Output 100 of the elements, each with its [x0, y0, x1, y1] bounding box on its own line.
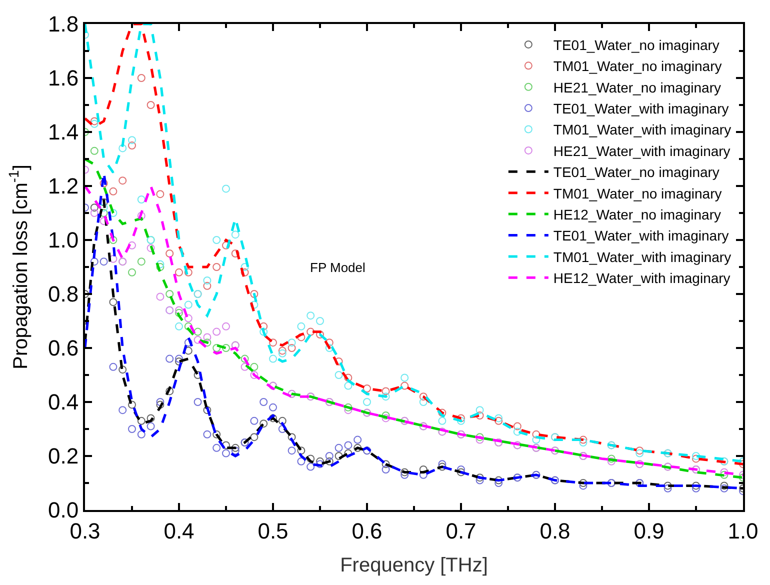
point: [222, 184, 230, 193]
point: [494, 416, 503, 425]
point: [109, 187, 118, 196]
point: [316, 317, 324, 325]
point: [203, 338, 212, 347]
point: [203, 276, 212, 284]
point: [316, 457, 324, 466]
point: [334, 444, 343, 452]
y-tick-label: 1.8: [48, 12, 79, 37]
point: [382, 412, 390, 420]
point: [250, 433, 258, 442]
point: [278, 349, 286, 358]
point: [692, 482, 700, 490]
point: [344, 403, 352, 412]
y-tick-label: 1.4: [48, 120, 79, 145]
point: [476, 433, 484, 442]
point: [175, 354, 183, 363]
point: [316, 330, 324, 338]
point: [419, 392, 428, 401]
point: [156, 398, 164, 406]
point: [334, 452, 343, 460]
x-tick-label: 0.7: [446, 518, 476, 544]
point: [664, 482, 672, 490]
point: [297, 322, 306, 330]
point: [297, 333, 306, 342]
point: [438, 408, 446, 417]
point: [100, 179, 108, 188]
point: [118, 406, 127, 414]
point: [90, 120, 98, 128]
point: [156, 263, 164, 271]
legend-label: TE01_Water_no imaginary: [553, 164, 720, 180]
point: [128, 425, 136, 433]
point: [607, 454, 616, 463]
point: [175, 358, 183, 366]
point: [513, 422, 522, 430]
point: [250, 290, 258, 298]
point: [222, 322, 230, 330]
point: [90, 146, 98, 155]
point: [457, 468, 465, 476]
point: [203, 333, 212, 342]
point: [184, 300, 192, 309]
point: [476, 436, 484, 444]
point: [513, 428, 522, 436]
point: [363, 398, 371, 406]
point: [532, 430, 540, 438]
legend-label: TE01_Water_no imaginary: [553, 36, 720, 53]
point: [400, 382, 409, 390]
point: [146, 101, 155, 109]
point: [457, 414, 465, 422]
point: [90, 258, 98, 266]
point: [438, 462, 446, 471]
point: [334, 358, 343, 366]
point: [288, 338, 296, 347]
point: [184, 268, 192, 276]
point: [636, 449, 644, 458]
point: [231, 230, 240, 239]
point: [156, 292, 164, 301]
point: [118, 144, 127, 152]
point: [175, 268, 183, 276]
x-tick-label: 0.4: [164, 518, 194, 544]
point: [240, 354, 249, 363]
point: [457, 466, 465, 474]
point: [128, 400, 136, 409]
point: [175, 308, 183, 317]
point: [382, 392, 390, 401]
point: [400, 468, 409, 476]
y-tick-label: 0.8: [48, 282, 79, 307]
point: [175, 306, 183, 314]
point: [354, 444, 362, 452]
point: [156, 190, 164, 198]
point: [438, 416, 446, 425]
point: [222, 241, 230, 250]
point: [260, 322, 268, 330]
point: [100, 258, 108, 266]
point: [90, 209, 98, 217]
point: [128, 241, 136, 250]
point: [278, 346, 286, 355]
point: [354, 436, 362, 444]
point: [494, 476, 503, 484]
point: [720, 470, 728, 479]
point: [146, 244, 155, 252]
point: [306, 328, 315, 336]
point: [212, 344, 221, 352]
point: [137, 212, 146, 220]
point: [109, 254, 118, 263]
point: [166, 354, 174, 363]
point: [90, 204, 98, 212]
point: [344, 374, 352, 382]
point: [203, 430, 212, 438]
point: [118, 176, 127, 185]
point: [692, 452, 700, 460]
point: [457, 416, 465, 425]
x-tick-label: 0.6: [352, 518, 382, 544]
point: [278, 416, 286, 425]
point: [363, 384, 371, 392]
legend-label: TM01_Water_no imaginary: [553, 58, 722, 74]
point: [476, 474, 484, 482]
point: [240, 263, 249, 271]
point: [692, 454, 700, 463]
point: [494, 414, 503, 422]
